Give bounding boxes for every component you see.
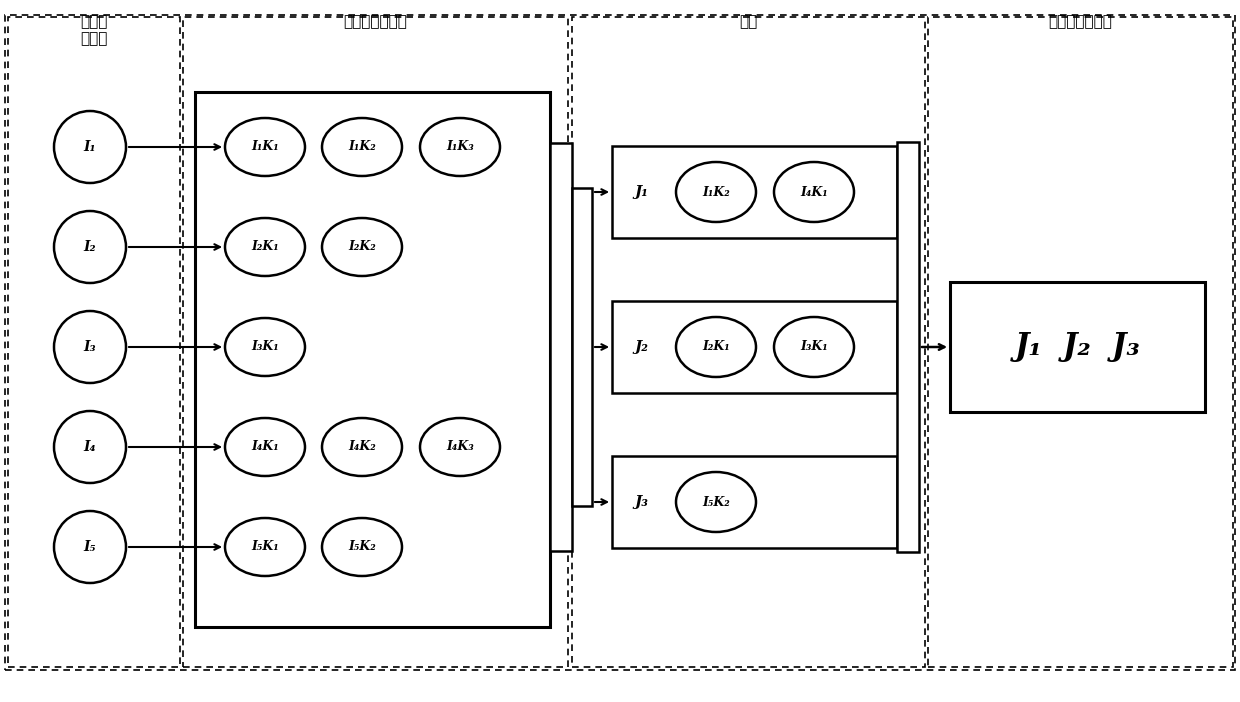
Bar: [613, 456, 897, 548]
Text: I₁K₁: I₁K₁: [252, 140, 279, 154]
Text: J₃: J₃: [634, 495, 647, 509]
Text: I₅K₂: I₅K₂: [348, 541, 376, 553]
Text: I₂K₂: I₂K₂: [348, 241, 376, 253]
Ellipse shape: [224, 118, 305, 176]
Text: I₄K₁: I₄K₁: [800, 185, 828, 199]
Ellipse shape: [224, 318, 305, 376]
Text: I₅K₂: I₅K₂: [702, 496, 730, 508]
Text: I₃K₁: I₃K₁: [252, 340, 279, 354]
Bar: [613, 301, 897, 393]
Bar: [897, 142, 919, 552]
Text: I₃: I₃: [83, 340, 97, 354]
Ellipse shape: [322, 118, 402, 176]
Text: I₂K₁: I₂K₁: [702, 340, 730, 354]
Circle shape: [55, 511, 126, 583]
Text: I₂K₁: I₂K₁: [252, 241, 279, 253]
Text: 作业: 作业: [739, 14, 758, 29]
Text: 备选的构建方向: 备选的构建方向: [343, 14, 407, 29]
Ellipse shape: [322, 218, 402, 276]
Text: J₂: J₂: [634, 340, 647, 354]
Text: I₃K₁: I₃K₁: [800, 340, 828, 354]
Circle shape: [55, 111, 126, 183]
Text: J₁  J₂  J₃: J₁ J₂ J₃: [1014, 331, 1141, 362]
Text: I₁K₂: I₁K₂: [702, 185, 730, 199]
Text: I₄K₃: I₄K₃: [446, 440, 474, 453]
Ellipse shape: [420, 118, 500, 176]
Text: I₅K₁: I₅K₁: [252, 541, 279, 553]
Bar: [184, 17, 568, 667]
Text: 作业的加工顺序: 作业的加工顺序: [1048, 14, 1112, 29]
Bar: [572, 17, 925, 667]
Ellipse shape: [676, 162, 756, 222]
Bar: [572, 188, 591, 506]
Text: I₄K₁: I₄K₁: [252, 440, 279, 453]
Text: J₁: J₁: [634, 185, 647, 199]
Text: I₂: I₂: [83, 240, 97, 254]
Bar: [195, 92, 551, 627]
Circle shape: [55, 311, 126, 383]
Text: 待分配
的零件: 待分配 的零件: [81, 14, 108, 46]
Text: I₄K₂: I₄K₂: [348, 440, 376, 453]
Ellipse shape: [322, 418, 402, 476]
Bar: [551, 143, 572, 551]
Text: I₁K₂: I₁K₂: [348, 140, 376, 154]
Circle shape: [55, 411, 126, 483]
Circle shape: [55, 211, 126, 283]
Ellipse shape: [224, 518, 305, 576]
Ellipse shape: [322, 518, 402, 576]
Ellipse shape: [774, 162, 854, 222]
Bar: [613, 146, 897, 238]
Text: I₁K₃: I₁K₃: [446, 140, 474, 154]
Ellipse shape: [774, 317, 854, 377]
Ellipse shape: [420, 418, 500, 476]
Text: I₄: I₄: [83, 440, 97, 454]
Ellipse shape: [676, 317, 756, 377]
Bar: [7, 17, 180, 667]
Bar: [928, 17, 1233, 667]
Ellipse shape: [224, 418, 305, 476]
Ellipse shape: [676, 472, 756, 532]
Text: I₁: I₁: [83, 140, 97, 154]
Text: I₅: I₅: [83, 540, 97, 554]
Ellipse shape: [224, 218, 305, 276]
Bar: [950, 282, 1205, 412]
